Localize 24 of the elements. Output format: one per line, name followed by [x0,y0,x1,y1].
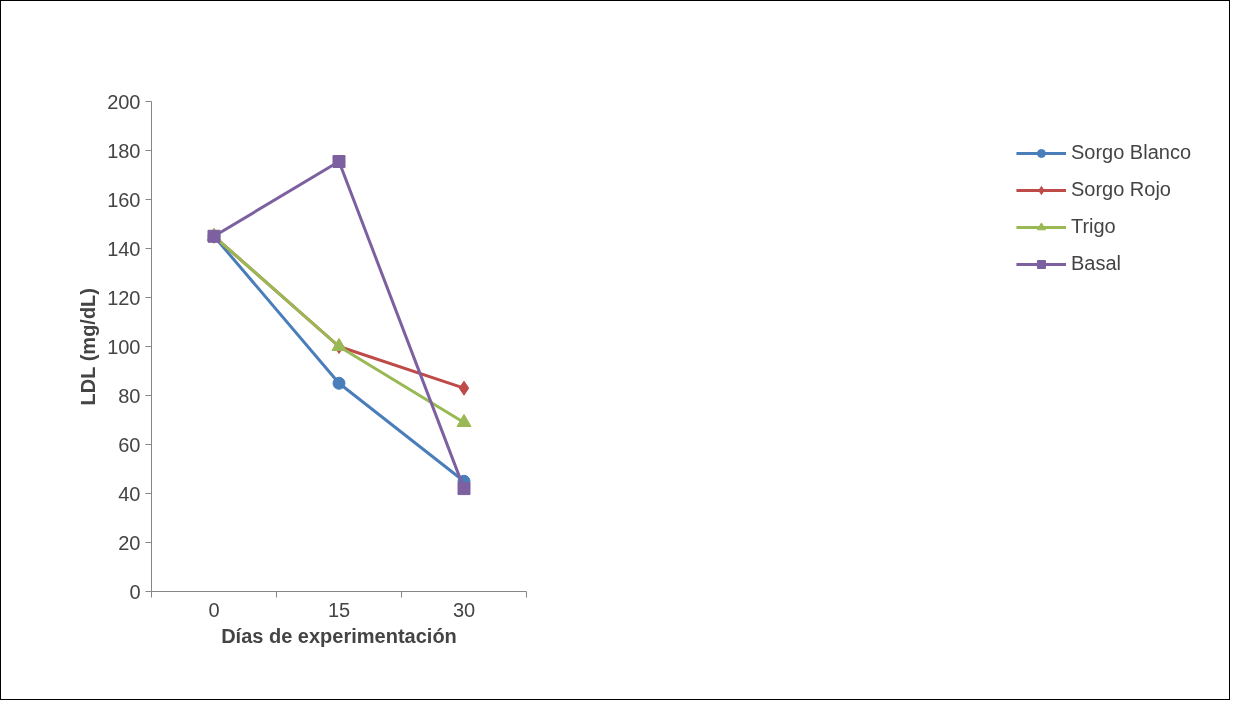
x-tick-label: 0 [208,598,220,621]
y-tick-label: 160 [107,188,141,211]
point [457,482,471,496]
x-tick-label: 15 [327,598,351,621]
x-tick-label: 30 [452,598,476,621]
y-tick-label: 20 [118,531,141,554]
y-tick-label: 60 [118,433,141,456]
y-tick-label: 140 [107,237,141,260]
x-axis-title: Días de experimentación [221,624,457,647]
legend-label: Trigo [1070,215,1116,238]
legend-label: Sorgo Blanco [1070,141,1191,164]
y-tick-label: 200 [107,90,141,113]
y-tick-label: 100 [107,335,141,358]
y-tick-label: 0 [129,580,141,603]
legend-label: Sorgo Rojo [1070,178,1171,201]
point [332,376,346,390]
y-tick-label: 40 [118,482,141,505]
y-tick-label: 180 [107,139,141,162]
point [332,155,346,169]
y-tick-label: 80 [118,384,141,407]
legend-label: Basal [1070,252,1121,275]
y-tick-label: 120 [107,286,141,309]
y-axis-title: LDL (mg/dL) [77,287,100,406]
point [458,380,470,396]
